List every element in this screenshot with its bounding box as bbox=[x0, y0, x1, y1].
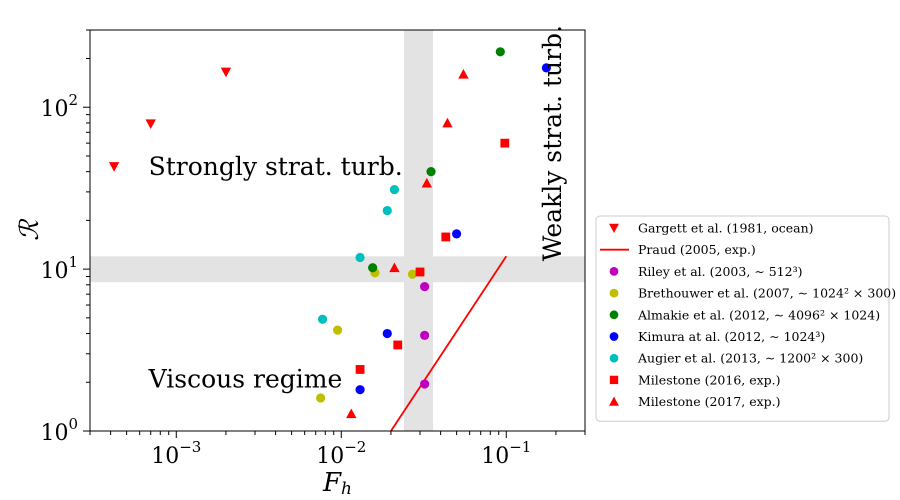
legend: Gargett et al. (1981, ocean) Praud (2005,… bbox=[595, 215, 896, 422]
legend-marker-swatch bbox=[609, 375, 619, 385]
legend-marker-swatch bbox=[609, 353, 619, 363]
data-point bbox=[355, 252, 365, 263]
data-point bbox=[368, 263, 378, 273]
data-point bbox=[145, 119, 156, 130]
data-point bbox=[355, 385, 365, 395]
data-point bbox=[316, 393, 326, 403]
data-point bbox=[389, 184, 400, 195]
plot-frame bbox=[89, 29, 586, 432]
shaded-band-vertical bbox=[404, 30, 434, 431]
x-tick-label: 10−3 bbox=[151, 438, 201, 469]
data-point bbox=[346, 408, 357, 419]
data-point bbox=[426, 167, 436, 177]
x-axis-label: Fh bbox=[322, 468, 352, 499]
data-point bbox=[108, 162, 120, 172]
data-point bbox=[382, 205, 392, 216]
series-1 bbox=[390, 255, 508, 431]
y-tick-label: 101 bbox=[40, 253, 78, 284]
data-point bbox=[441, 232, 451, 242]
legend-marker-swatch bbox=[609, 332, 619, 341]
series-7 bbox=[355, 138, 510, 374]
annotation-viscous: Viscous regime bbox=[148, 364, 343, 393]
data-point bbox=[407, 269, 418, 279]
data-point bbox=[500, 138, 510, 148]
legend-marker-swatch bbox=[609, 288, 619, 298]
y-axis-label: ℛ bbox=[15, 218, 45, 241]
series-5 bbox=[355, 63, 551, 395]
data-point bbox=[420, 330, 430, 340]
annotation-layer: Strongly strat. turb. Viscous regime Weakl… bbox=[148, 25, 567, 393]
data-point bbox=[220, 67, 232, 78]
legend-label: Brethouwer et al. (2007, ∼ 1024² × 300) bbox=[638, 286, 896, 301]
axis-layer: 10−3 10−2 10−1 100 101 102 Fh ℛ bbox=[15, 29, 586, 499]
legend-marker-swatch bbox=[609, 396, 619, 406]
x-tick-label: 10−2 bbox=[316, 438, 366, 469]
legend-marker-swatch bbox=[609, 267, 619, 276]
data-point bbox=[442, 117, 453, 128]
data-point bbox=[355, 365, 365, 374]
legend-marker-swatch bbox=[609, 223, 619, 233]
series-line bbox=[390, 255, 508, 431]
legend-label: Gargett et al. (1981, ocean) bbox=[638, 221, 814, 236]
series-0 bbox=[108, 67, 232, 172]
data-point bbox=[317, 314, 328, 324]
series-8 bbox=[346, 68, 469, 419]
legend-label: Milestone (2017, exp.) bbox=[638, 394, 781, 409]
data-point bbox=[420, 379, 430, 389]
series-3 bbox=[316, 268, 418, 403]
data-point bbox=[389, 262, 400, 273]
data-point bbox=[382, 328, 392, 339]
y-tick-label: 102 bbox=[40, 91, 78, 122]
annotation-strong: Strongly strat. turb. bbox=[149, 152, 403, 181]
series-4 bbox=[368, 47, 505, 273]
legend-label: Almakie et al. (2012, ∼ 4096² × 1024) bbox=[637, 307, 880, 322]
data-layer bbox=[108, 47, 551, 431]
legend-label: Augier et al. (2013, ∼ 1200² × 300) bbox=[637, 351, 863, 366]
shaded-band-horizontal bbox=[90, 256, 585, 283]
legend-label: Milestone (2016, exp.) bbox=[638, 372, 781, 387]
annotation-weak: Weakly strat. turb. bbox=[538, 25, 567, 261]
y-tick-label: 100 bbox=[40, 415, 78, 446]
data-point bbox=[541, 63, 551, 73]
data-point bbox=[458, 68, 469, 79]
legend-label: Praud (2005, exp.) bbox=[638, 242, 756, 257]
x-tick-label: 10−1 bbox=[481, 438, 531, 469]
legend-label: Kimura at al. (2012, ∼ 1024³) bbox=[638, 329, 825, 344]
data-point bbox=[420, 281, 430, 292]
data-point bbox=[452, 229, 462, 239]
legend-frame bbox=[595, 215, 890, 422]
data-point bbox=[421, 177, 433, 188]
legend-marker-swatch bbox=[609, 310, 619, 320]
data-point bbox=[393, 340, 403, 350]
data-point bbox=[415, 267, 425, 277]
data-point bbox=[495, 47, 505, 57]
data-point bbox=[332, 325, 343, 335]
series-6 bbox=[317, 184, 400, 324]
legend-label: Riley et al. (2003, ∼ 512³) bbox=[638, 264, 802, 279]
series-2 bbox=[420, 281, 430, 389]
